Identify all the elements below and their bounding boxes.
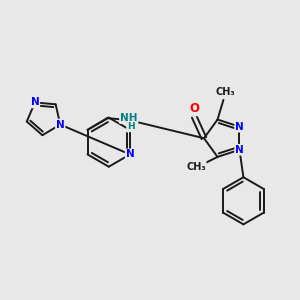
Text: O: O bbox=[189, 102, 199, 115]
Text: N: N bbox=[56, 120, 64, 130]
Text: NH: NH bbox=[120, 113, 137, 123]
Text: N: N bbox=[31, 98, 39, 107]
Text: N: N bbox=[235, 122, 244, 132]
Text: N: N bbox=[126, 149, 134, 159]
Text: CH₃: CH₃ bbox=[216, 87, 235, 97]
Text: CH₃: CH₃ bbox=[186, 162, 206, 172]
Text: H: H bbox=[127, 122, 134, 131]
Text: N: N bbox=[235, 145, 244, 155]
